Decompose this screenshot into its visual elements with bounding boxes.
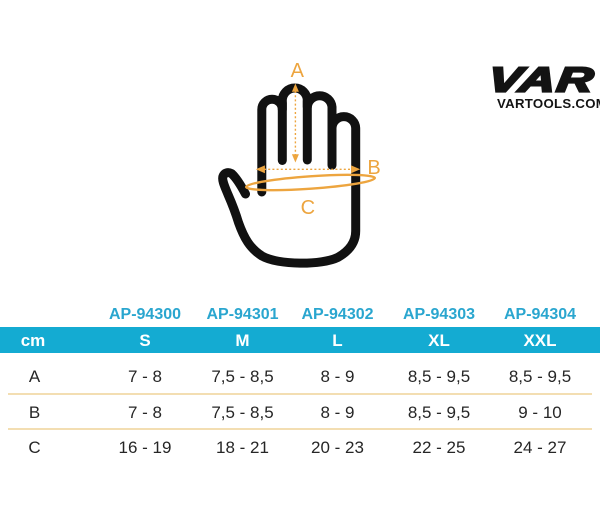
svg-text:B: B <box>367 157 380 179</box>
svg-text:A: A <box>291 60 305 82</box>
svg-text:C: C <box>301 197 315 219</box>
